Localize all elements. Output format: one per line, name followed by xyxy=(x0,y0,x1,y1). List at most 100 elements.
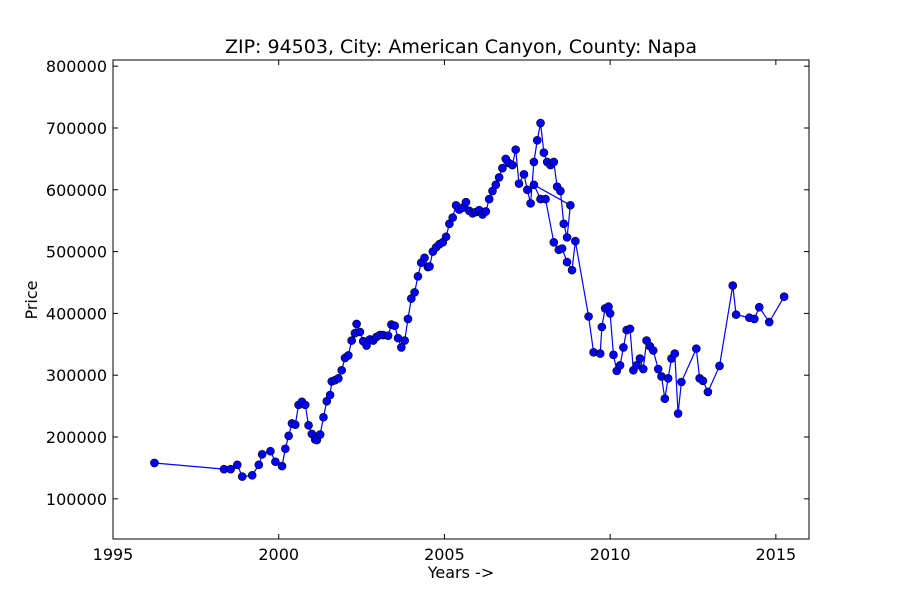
data-point xyxy=(498,163,507,173)
data-point xyxy=(562,257,572,267)
x-tick-label: 2015 xyxy=(755,545,796,564)
data-point xyxy=(403,314,413,324)
data-point xyxy=(557,244,567,253)
data-point xyxy=(494,173,504,182)
y-tick-label: 500000 xyxy=(46,243,107,262)
data-point xyxy=(413,272,423,281)
data-point xyxy=(347,336,356,345)
y-tick-label: 800000 xyxy=(46,57,107,76)
data-point xyxy=(571,236,580,246)
axes-background xyxy=(113,60,809,539)
data-point xyxy=(609,350,618,360)
data-point xyxy=(383,331,393,340)
data-point xyxy=(352,319,361,329)
data-point xyxy=(529,157,539,167)
data-point xyxy=(715,361,724,371)
data-point xyxy=(549,238,559,247)
data-point xyxy=(698,376,708,386)
data-point xyxy=(300,400,310,410)
data-point xyxy=(519,170,529,179)
data-point xyxy=(397,343,406,352)
y-axis-label: Price xyxy=(22,280,41,319)
data-point xyxy=(615,361,625,370)
series-layer xyxy=(150,118,789,481)
y-tick-label: 200000 xyxy=(46,428,107,447)
y-tick-label: 600000 xyxy=(46,181,107,200)
data-point xyxy=(508,160,517,170)
data-point xyxy=(390,321,400,331)
data-point xyxy=(673,409,683,418)
data-point xyxy=(337,365,346,375)
data-point xyxy=(728,281,738,290)
chart-title: ZIP: 94503, City: American Canyon, Count… xyxy=(225,36,697,58)
data-point xyxy=(632,361,641,370)
y-tick-label: 300000 xyxy=(46,366,107,385)
data-point xyxy=(648,346,658,355)
y-tick-label: 700000 xyxy=(46,119,107,138)
data-point xyxy=(400,336,409,345)
data-point xyxy=(266,446,275,456)
data-point xyxy=(484,194,494,204)
data-point xyxy=(511,145,520,154)
data-point xyxy=(461,197,471,207)
data-point xyxy=(559,219,569,229)
x-tick-label: 1995 xyxy=(93,545,134,564)
data-point xyxy=(304,420,313,430)
data-point xyxy=(536,118,545,128)
data-point xyxy=(764,317,774,327)
data-point xyxy=(522,185,532,195)
data-point xyxy=(750,314,759,324)
data-point xyxy=(539,148,549,158)
data-point xyxy=(625,324,635,334)
data-point xyxy=(663,374,673,383)
data-point xyxy=(703,387,713,397)
data-point xyxy=(529,180,539,190)
data-point xyxy=(420,253,429,263)
data-point xyxy=(605,309,615,318)
y-axis-ticks: 100000 200000 300000 400000 500000 600000 7000… xyxy=(46,57,809,509)
y-tick-label: 400000 xyxy=(46,304,107,323)
data-point xyxy=(619,343,628,352)
data-point xyxy=(754,302,764,312)
data-point xyxy=(670,349,680,358)
data-point xyxy=(677,377,686,387)
data-point xyxy=(526,199,535,208)
data-point xyxy=(597,322,607,332)
data-point xyxy=(290,420,300,429)
data-point xyxy=(425,262,434,271)
data-point xyxy=(355,327,365,337)
x-tick-label: 2000 xyxy=(258,545,299,564)
data-point xyxy=(284,431,293,441)
x-tick-label: 2005 xyxy=(424,545,465,564)
data-point xyxy=(325,390,335,400)
y-tick-label: 100000 xyxy=(46,490,107,509)
data-point xyxy=(532,136,542,145)
data-point xyxy=(660,394,670,403)
data-point xyxy=(635,354,645,363)
data-point xyxy=(247,471,257,480)
data-point xyxy=(344,351,353,360)
data-point xyxy=(556,186,565,196)
data-point xyxy=(441,232,451,242)
data-point xyxy=(731,310,741,319)
data-point xyxy=(150,458,159,468)
data-point xyxy=(779,292,789,302)
data-point xyxy=(448,213,458,222)
data-point xyxy=(277,461,287,471)
data-point xyxy=(491,180,501,190)
data-point xyxy=(271,457,280,467)
data-point xyxy=(319,412,328,422)
data-point xyxy=(237,472,247,481)
x-axis-label: Years -> xyxy=(427,563,494,582)
data-point xyxy=(541,194,550,204)
data-point xyxy=(232,460,242,470)
data-point xyxy=(254,460,264,470)
data-point xyxy=(410,288,419,297)
data-point xyxy=(334,374,343,383)
data-point xyxy=(566,200,575,210)
data-point xyxy=(514,179,524,188)
axes-frame xyxy=(112,59,810,540)
data-point xyxy=(653,364,663,374)
